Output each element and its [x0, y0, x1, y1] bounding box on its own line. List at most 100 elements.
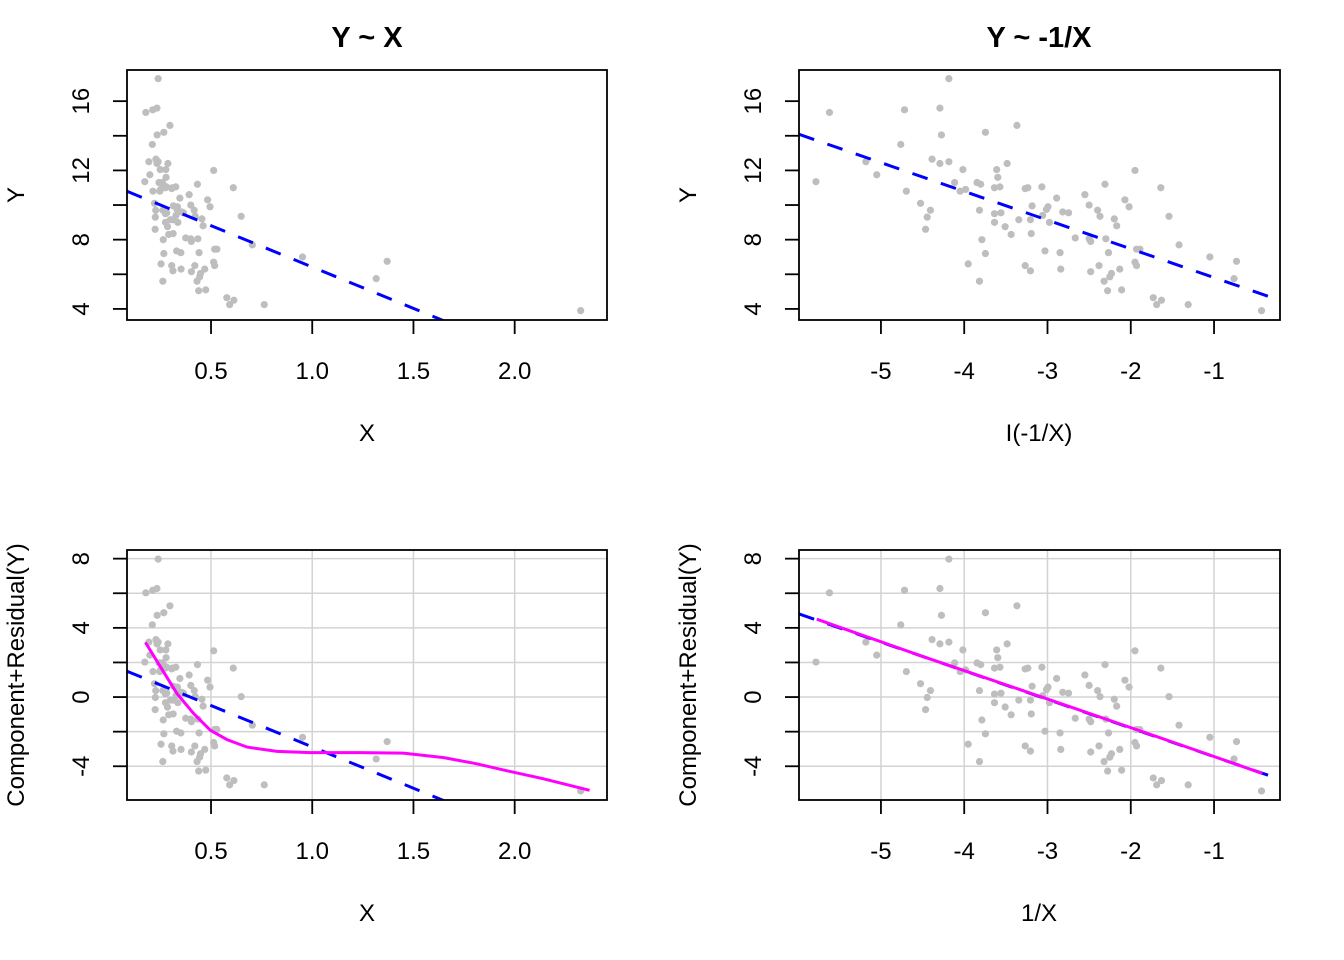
data-point	[902, 187, 910, 195]
data-point	[177, 729, 185, 737]
data-point	[169, 747, 177, 755]
data-point	[1013, 121, 1021, 130]
data-point	[1232, 257, 1241, 265]
y-tick-label: 12	[68, 157, 95, 184]
data-point	[916, 199, 925, 207]
data-point	[145, 158, 153, 166]
data-point	[187, 268, 195, 276]
smooth-line	[144, 641, 590, 792]
data-point	[187, 201, 195, 209]
data-point	[1100, 757, 1108, 766]
data-point	[226, 781, 234, 789]
plot-box	[126, 549, 608, 801]
data-point	[1024, 664, 1032, 672]
data-point	[151, 706, 159, 714]
data-point	[1087, 268, 1095, 276]
data-point	[1157, 664, 1165, 672]
data-point	[928, 635, 936, 644]
data-point	[190, 686, 198, 695]
data-point	[1118, 766, 1126, 774]
data-point	[1106, 273, 1114, 281]
data-point	[160, 249, 168, 258]
data-point	[223, 294, 231, 302]
data-point	[237, 693, 245, 701]
x-axis-label-top-right: I(-1/X)	[1006, 420, 1073, 447]
y-tick-label: 8	[740, 552, 767, 565]
panel-top-right: -5 -4 -3 -2 -1 4 8 12 16	[740, 69, 1281, 385]
data-point	[141, 178, 149, 186]
data-point	[936, 159, 944, 168]
y-axis-label-bottom-left: Component+Residual(Y)	[3, 543, 30, 806]
data-point	[926, 206, 935, 214]
data-point	[237, 212, 245, 220]
data-point	[152, 206, 160, 214]
data-point	[1071, 714, 1079, 722]
data-point	[1028, 202, 1036, 210]
data-point	[298, 733, 307, 741]
data-point	[193, 661, 202, 669]
data-point	[162, 646, 170, 654]
data-point	[169, 230, 177, 238]
data-point	[195, 287, 203, 295]
data-point	[1001, 223, 1009, 231]
data-point	[223, 774, 231, 782]
points-layer	[812, 75, 1266, 315]
data-point	[164, 159, 172, 168]
data-point	[1125, 683, 1133, 691]
data-point	[900, 586, 909, 594]
data-point	[1045, 218, 1054, 226]
data-point	[1087, 748, 1095, 756]
data-point	[1059, 688, 1067, 696]
data-point	[1007, 711, 1015, 719]
data-point	[1232, 738, 1241, 746]
data-point	[151, 213, 159, 221]
data-point	[195, 249, 203, 257]
data-point	[174, 218, 182, 226]
data-point	[923, 213, 931, 221]
data-point	[1230, 755, 1238, 763]
data-point	[372, 275, 380, 283]
data-point	[577, 307, 585, 315]
data-point	[177, 249, 185, 257]
data-point	[1206, 253, 1214, 261]
data-point	[148, 140, 156, 149]
data-point	[159, 236, 167, 244]
data-point	[862, 638, 870, 646]
data-point	[177, 745, 185, 754]
data-point	[862, 158, 870, 166]
data-point	[206, 203, 214, 211]
y-tick-label: 16	[68, 88, 95, 115]
panel-title-top-right: Y ~ -1/X	[986, 22, 1092, 54]
data-point	[160, 128, 168, 136]
data-point	[1104, 729, 1113, 737]
data-point	[211, 262, 219, 270]
x-tick-label: -2	[1120, 838, 1141, 865]
data-point	[187, 237, 195, 245]
data-point	[945, 75, 953, 83]
y-tick-label: 0	[68, 690, 95, 703]
data-point	[1094, 206, 1102, 214]
data-point	[191, 262, 199, 270]
data-point	[936, 640, 944, 648]
x-tick-label: 1.0	[296, 358, 329, 385]
data-point	[162, 173, 170, 181]
data-point	[1110, 215, 1118, 223]
data-point	[1121, 196, 1129, 204]
data-point	[897, 621, 905, 629]
data-point	[153, 611, 161, 619]
data-point	[1157, 184, 1165, 192]
data-point	[1125, 203, 1133, 211]
data-point	[162, 165, 170, 174]
data-point	[981, 609, 990, 617]
data-point	[1026, 216, 1035, 224]
data-point	[298, 253, 307, 261]
data-point	[1021, 742, 1029, 750]
data-point	[961, 185, 970, 194]
data-point	[921, 706, 930, 714]
data-point	[937, 611, 946, 619]
y-tick-label: 16	[740, 88, 767, 115]
y-tick-label: 0	[740, 690, 767, 703]
data-point	[1027, 230, 1035, 238]
data-point	[157, 185, 165, 194]
data-point	[146, 171, 154, 179]
